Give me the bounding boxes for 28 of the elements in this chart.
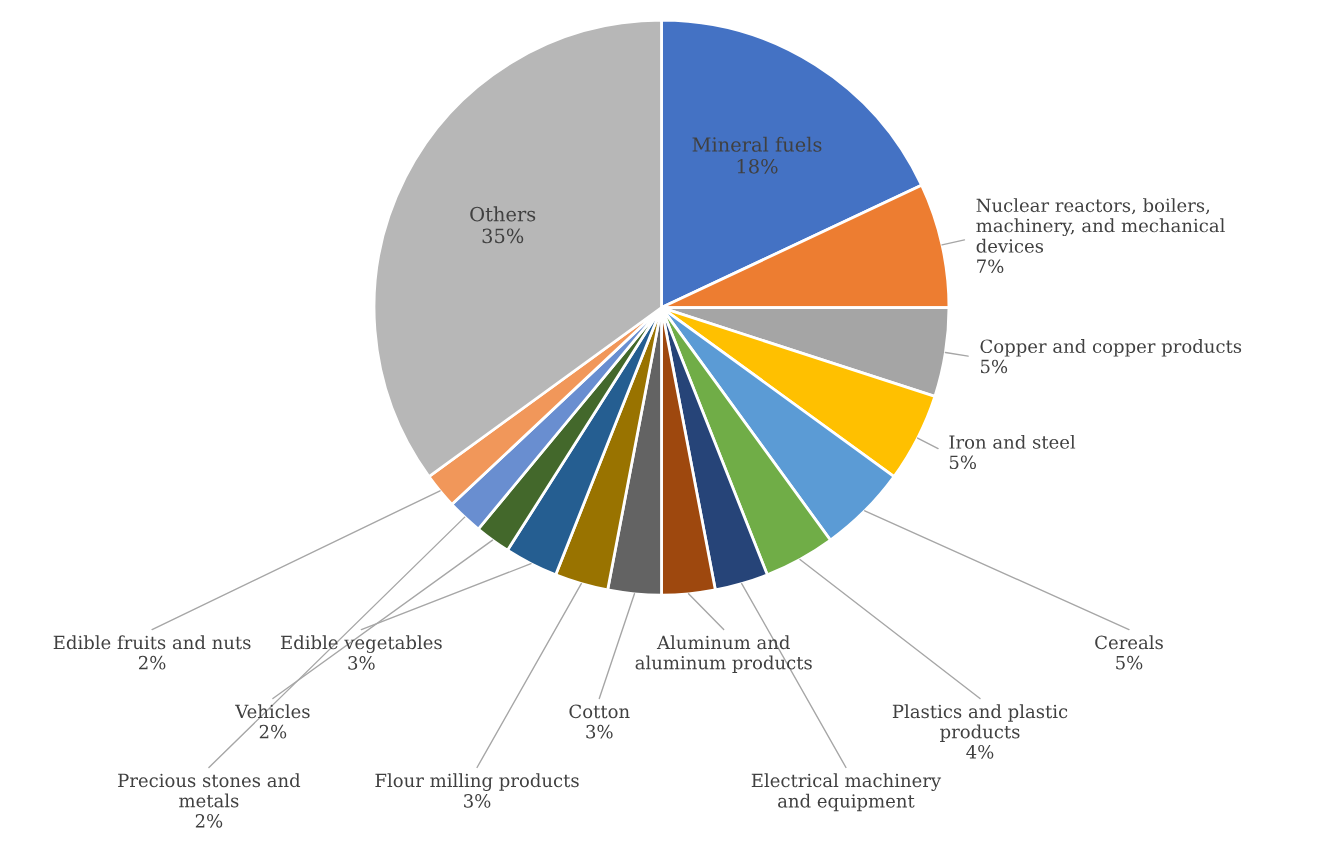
slice-label: Precious stones and metals: [118, 773, 301, 808]
slice-label: Iron and steel: [949, 434, 1076, 449]
slice-label: Mineral fuels: [692, 136, 822, 152]
slice-label: Copper and copper products: [980, 339, 1242, 357]
data-label: 18%: [737, 158, 778, 174]
slice-label: Vehicles: [235, 704, 310, 719]
slice-label: Plastics and plastic products: [892, 704, 1068, 742]
data-label: 3%: [464, 794, 491, 808]
data-label: 3%: [586, 724, 613, 739]
data-label: 2%: [259, 724, 287, 739]
slice-label: Others: [470, 206, 536, 222]
data-label: 35%: [482, 228, 524, 244]
slice-label: Nuclear reactors, boilers, machinery, and mechanical devices: [976, 198, 1225, 253]
slice-label: Flour milling products: [375, 773, 579, 791]
slice-label: Cotton: [569, 704, 630, 719]
data-label: 5%: [1116, 655, 1143, 670]
slice-label: Cereals: [1095, 635, 1163, 650]
data-label: 5%: [949, 455, 977, 470]
slice-label: Edible vegetables: [280, 635, 442, 654]
data-label: 3%: [348, 656, 375, 670]
data-label: 2%: [138, 655, 166, 670]
data-label: 7%: [977, 259, 1004, 274]
slice-label: Edible fruits and nuts: [53, 635, 251, 650]
data-label: 5%: [981, 359, 1008, 374]
data-label: 2%: [195, 814, 223, 828]
slice-label: Electrical machinery and equipment: [751, 773, 942, 812]
slice-label: Aluminum and aluminum products: [635, 635, 812, 673]
data-label: 4%: [966, 745, 994, 759]
